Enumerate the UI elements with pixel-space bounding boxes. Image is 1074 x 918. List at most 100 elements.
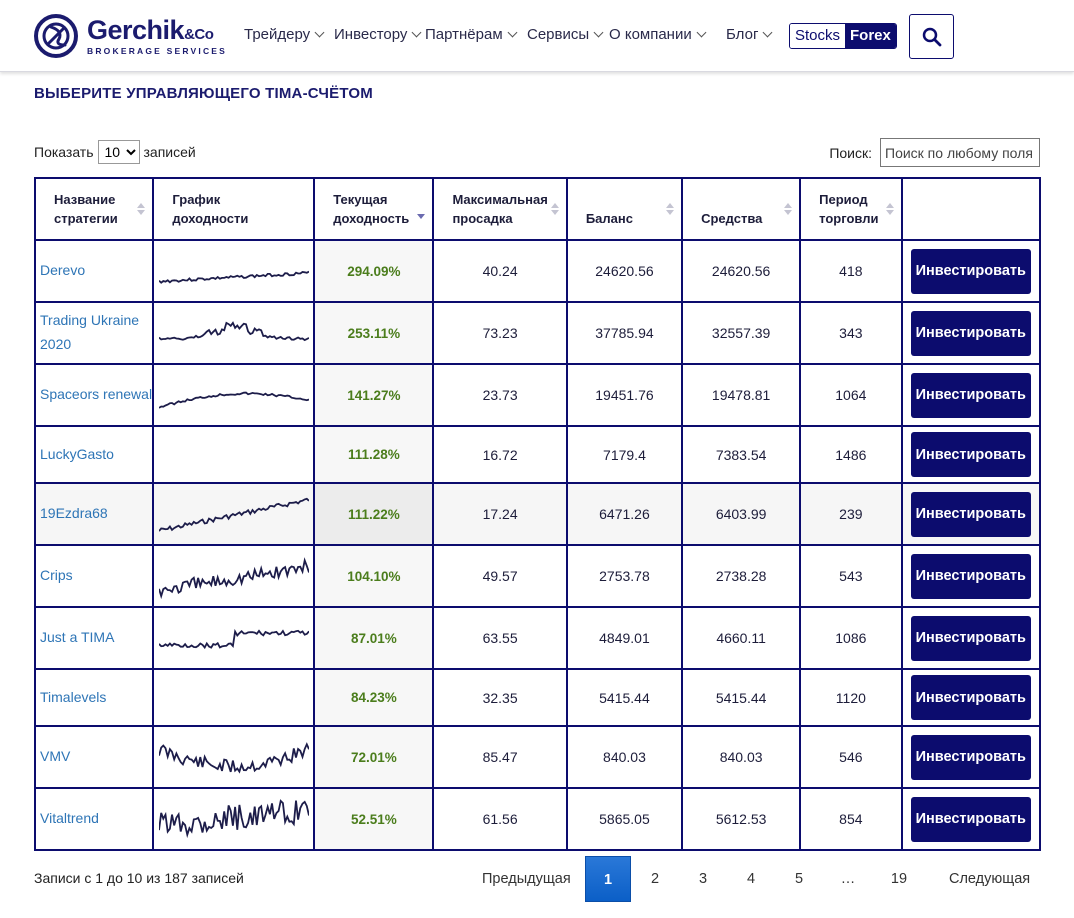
table-header-row: Название стратегии График доходности Текущ…	[33, 177, 1042, 241]
col-header-drawdown[interactable]: Максимальная просадка	[432, 177, 568, 241]
invest-button[interactable]: Инвестировать	[910, 310, 1031, 356]
nav-item-services[interactable]: Сервисы	[527, 26, 604, 43]
col-header-name[interactable]: Название стратегии	[33, 177, 155, 241]
pagination-page-4[interactable]: 4	[746, 871, 756, 887]
strategy-link[interactable]: Vitaltrend	[40, 810, 99, 827]
invest-button[interactable]: Инвестировать	[910, 491, 1031, 537]
balance-cell: 24620.56	[565, 239, 684, 303]
yield-sparkline	[158, 497, 309, 532]
nav-item-investor[interactable]: Инвестору	[334, 26, 422, 43]
sparkline-path	[158, 557, 309, 600]
table-row: Derevo 294.09% 40.24 24620.56 24620.56 418 Инв…	[33, 239, 1042, 303]
invest-button[interactable]: Инвестировать	[910, 372, 1031, 418]
pagination-page-2[interactable]: 2	[650, 871, 660, 887]
strategy-name-cell: Trading Ukraine 2020	[33, 301, 155, 365]
strategy-link[interactable]: Spaceors renewal	[40, 386, 153, 403]
pagination-page-19[interactable]: 19	[890, 871, 908, 887]
strategy-link[interactable]: LuckyGasto	[40, 445, 114, 462]
trading-period-cell: 343	[799, 301, 903, 365]
invest-button[interactable]: Инвестировать	[910, 248, 1031, 294]
invest-button[interactable]: Инвестировать	[910, 615, 1031, 661]
strategy-link[interactable]: Timalevels	[40, 688, 107, 705]
site-header: Gerchik&Co BROKERAGE SERVICES Трейдеру И…	[0, 0, 1074, 72]
invest-button[interactable]: Инвестировать	[910, 796, 1031, 842]
col-header-equity[interactable]: Средства	[681, 177, 802, 241]
strategy-name-cell: Timalevels	[33, 668, 155, 727]
table-row: Timalevels 84.23% 32.35 5415.44 5415.44 1120 И…	[33, 668, 1042, 727]
action-cell: Инвестировать	[900, 301, 1042, 365]
trading-period-cell: 546	[799, 725, 903, 789]
col-header-balance[interactable]: Баланс	[565, 177, 684, 241]
chevron-down-icon	[762, 27, 773, 38]
equity-cell: 840.03	[681, 725, 802, 789]
market-option-stocks[interactable]: Stocks	[790, 24, 846, 48]
nav-item-blog[interactable]: Блог	[726, 26, 773, 43]
sparkline-path	[158, 321, 309, 342]
trading-period-cell: 1486	[799, 425, 903, 484]
col-header-period[interactable]: Период торговли	[799, 177, 903, 241]
strategy-link[interactable]: 19Ezdra68	[40, 505, 108, 522]
trading-period-cell: 1064	[799, 363, 903, 427]
strategy-link[interactable]: VMV	[40, 748, 71, 765]
strategy-link[interactable]: Trading Ukraine 2020	[40, 312, 140, 352]
brand-logo[interactable]: Gerchik&Co BROKERAGE SERVICES	[33, 13, 227, 59]
yield-chart-cell	[152, 482, 316, 546]
header-search-button[interactable]	[909, 14, 954, 59]
action-cell: Инвестировать	[900, 787, 1042, 851]
strategy-name-cell: Derevo	[33, 239, 155, 303]
trading-period-cell: 239	[799, 482, 903, 546]
yield-sparkline	[158, 391, 309, 409]
page-size-control: Показать 10 записей	[34, 140, 196, 164]
yield-chart-cell	[152, 725, 316, 789]
balance-cell: 6471.26	[565, 482, 684, 546]
sort-icon	[550, 203, 559, 217]
yield-sparkline	[158, 321, 309, 342]
max-drawdown-cell: 73.23	[432, 301, 568, 365]
pagination-page-3[interactable]: 3	[698, 871, 708, 887]
pagination-page-5[interactable]: 5	[794, 871, 804, 887]
max-drawdown-cell: 17.24	[432, 482, 568, 546]
action-cell: Инвестировать	[900, 544, 1042, 608]
current-yield-cell: 52.51%	[313, 787, 435, 851]
strategy-link[interactable]: Just a TIMA	[40, 629, 115, 646]
sparkline-path	[158, 742, 309, 774]
current-yield-cell: 84.23%	[313, 668, 435, 727]
pagination-next[interactable]: Следующая	[949, 871, 1031, 887]
pagination-prev[interactable]: Предыдущая	[482, 871, 571, 887]
table-row: Spaceors renewal 141.27% 23.73 19451.76 1947…	[33, 363, 1042, 427]
max-drawdown-cell: 32.35	[432, 668, 568, 727]
invest-button[interactable]: Инвестировать	[910, 553, 1031, 599]
search-input[interactable]	[880, 138, 1040, 167]
strategy-link[interactable]: Crips	[40, 567, 73, 584]
strategy-name-cell: Spaceors renewal	[33, 363, 155, 427]
trading-period-cell: 418	[799, 239, 903, 303]
nav-item-trader[interactable]: Трейдеру	[244, 26, 325, 43]
strategy-name-cell: Just a TIMA	[33, 606, 155, 670]
nav-item-about[interactable]: О компании	[609, 26, 707, 43]
pagination-page-1[interactable]: 1	[585, 856, 631, 902]
sort-icon	[666, 203, 675, 217]
col-header-yield[interactable]: Текущая доходность	[313, 177, 435, 241]
yield-chart-cell	[152, 787, 316, 851]
search-label: Поиск:	[829, 144, 872, 161]
invest-button[interactable]: Инвестировать	[910, 734, 1031, 780]
trading-period-cell: 854	[799, 787, 903, 851]
invest-button[interactable]: Инвестировать	[910, 675, 1031, 720]
balance-cell: 4849.01	[565, 606, 684, 670]
strategy-link[interactable]: Derevo	[40, 262, 86, 279]
equity-cell: 32557.39	[681, 301, 802, 365]
page-size-select[interactable]: 10	[97, 140, 140, 164]
yield-chart-cell	[152, 363, 316, 427]
balance-cell: 840.03	[565, 725, 684, 789]
table-row: Crips 104.10% 49.57 2753.78 2738.28 543 Инвест…	[33, 544, 1042, 608]
invest-button[interactable]: Инвестировать	[910, 432, 1031, 477]
action-cell: Инвестировать	[900, 239, 1042, 303]
pagination-ellipsis: …	[840, 871, 856, 887]
sparkline-path	[158, 391, 309, 409]
nav-item-partners[interactable]: Партнёрам	[425, 26, 518, 43]
yield-sparkline	[158, 628, 309, 650]
market-option-forex[interactable]: Forex	[845, 24, 896, 48]
table-row: Vitaltrend 52.51% 61.56 5865.05 5612.53 854 Ин…	[33, 787, 1042, 851]
equity-cell: 24620.56	[681, 239, 802, 303]
table-row: LuckyGasto 111.28% 16.72 7179.4 7383.54 1486 И…	[33, 425, 1042, 484]
